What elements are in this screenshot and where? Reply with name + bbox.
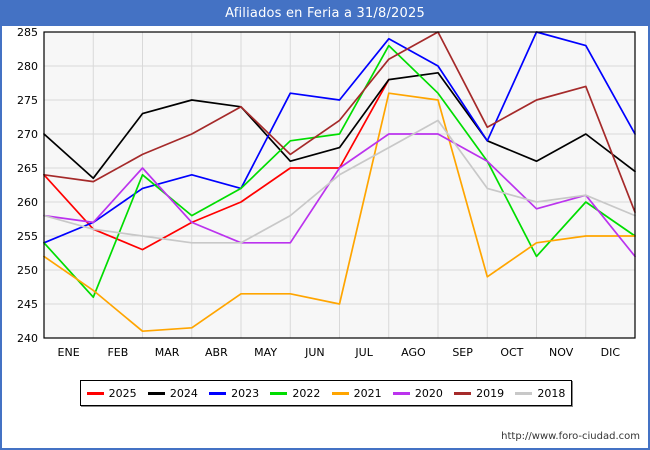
legend-label: 2023 bbox=[231, 386, 260, 400]
legend-item-2019[interactable]: 2019 bbox=[454, 387, 504, 400]
series-line-2019 bbox=[43, 31, 636, 214]
legend-swatch-icon bbox=[392, 391, 410, 395]
footer-url: http://www.foro-ciudad.com bbox=[501, 431, 640, 442]
legend-swatch-icon bbox=[147, 391, 165, 395]
x-axis-tick-labels: ENE FEB MAR ABR MAY JUN JUL AGO SEP OCT NOV DIC bbox=[58, 346, 621, 359]
chart-legend: 2025 2024 2023 2022 2021 2020 2019 2018 bbox=[80, 380, 572, 406]
legend-label: 2019 bbox=[476, 386, 505, 400]
x-tick-label: SEP bbox=[452, 346, 473, 359]
series-line-2022 bbox=[43, 44, 636, 299]
x-tick-label: ENE bbox=[58, 346, 80, 359]
x-gridlines bbox=[92, 32, 587, 338]
legend-label: 2021 bbox=[353, 386, 382, 400]
y-tick-label: 270 bbox=[17, 128, 38, 141]
y-tick-label: 260 bbox=[17, 196, 38, 209]
legend-swatch-icon bbox=[86, 391, 104, 395]
x-tick-label: FEB bbox=[107, 346, 128, 359]
plot-border bbox=[43, 31, 636, 339]
legend-label: 2018 bbox=[537, 386, 566, 400]
y-tick-label: 285 bbox=[17, 26, 38, 39]
legend-item-2022[interactable]: 2022 bbox=[270, 387, 320, 400]
legend-swatch-icon bbox=[515, 391, 533, 395]
series-line-2020 bbox=[43, 133, 636, 258]
legend-label: 2022 bbox=[292, 386, 321, 400]
legend-item-2023[interactable]: 2023 bbox=[209, 387, 259, 400]
legend-label: 2024 bbox=[169, 386, 198, 400]
legend-swatch-icon bbox=[270, 391, 288, 395]
y-axis-tick-labels: 240 245 250 255 260 265 270 275 280 285 bbox=[17, 26, 38, 345]
x-tick-label: ABR bbox=[205, 346, 228, 359]
y-tick-label: 275 bbox=[17, 94, 38, 107]
legend-label: 2020 bbox=[414, 386, 443, 400]
x-tick-label: JUN bbox=[304, 346, 325, 359]
y-tick-label: 280 bbox=[17, 60, 38, 73]
legend-item-2024[interactable]: 2024 bbox=[147, 386, 198, 400]
legend-item-2020[interactable]: 2020 bbox=[392, 386, 443, 400]
data-series-layer bbox=[43, 31, 636, 333]
legend-swatch-icon bbox=[331, 391, 349, 395]
x-tick-label: JUL bbox=[354, 346, 373, 359]
legend-item-2018[interactable]: 2018 bbox=[515, 387, 565, 400]
x-tick-label: MAY bbox=[254, 346, 277, 359]
x-tick-label: OCT bbox=[500, 346, 523, 359]
series-line-2024 bbox=[43, 71, 636, 180]
y-tick-label: 240 bbox=[17, 332, 38, 345]
plot-area: FORO-CIUDAD.COM 240245250255260265270275… bbox=[2, 26, 648, 371]
x-tick-label: DIC bbox=[601, 346, 621, 359]
legend-swatch-icon bbox=[209, 391, 227, 395]
y-tick-label: 245 bbox=[17, 298, 38, 311]
x-tick-label: NOV bbox=[549, 346, 574, 359]
y-tick-label: 255 bbox=[17, 230, 38, 243]
line-chart: 240 245 250 255 260 265 270 275 280 285 ENE FEB MAR… bbox=[17, 26, 636, 359]
series-line-2021 bbox=[43, 92, 636, 333]
legend-item-2025[interactable]: 2025 bbox=[86, 386, 137, 400]
y-tick-label: 250 bbox=[17, 264, 38, 277]
legend-swatch-icon bbox=[454, 391, 472, 395]
window-title: Afiliados en Feria a 31/8/2025 bbox=[2, 2, 648, 26]
legend-label: 2025 bbox=[108, 386, 137, 400]
series-line-2025 bbox=[43, 78, 390, 251]
x-tick-label: AGO bbox=[401, 346, 426, 359]
series-line-2018 bbox=[43, 119, 636, 244]
x-tick-label: MAR bbox=[155, 346, 180, 359]
legend-item-2021[interactable]: 2021 bbox=[331, 386, 382, 400]
y-tick-label: 265 bbox=[17, 162, 38, 175]
